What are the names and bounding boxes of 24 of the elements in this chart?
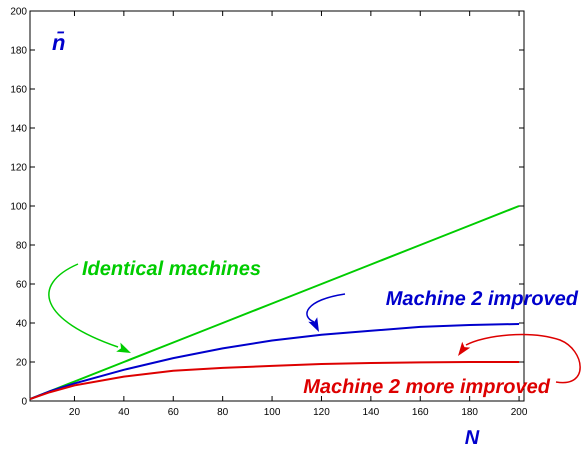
x-tick-label: 20	[68, 407, 80, 418]
y-tick-label: 40	[16, 318, 28, 330]
x-tick-label: 60	[168, 407, 180, 418]
x-tick-label: 40	[118, 407, 130, 418]
y-tick-label: 80	[16, 240, 28, 252]
y-tick-label: 180	[10, 46, 28, 56]
y-tick-label: 200	[10, 6, 28, 18]
x-tick-label: 80	[217, 407, 229, 418]
x-tick-label: 180	[461, 407, 478, 418]
y-tick-label: 100	[10, 202, 28, 212]
y-axis-title: n̄	[52, 30, 66, 55]
y-tick-label: 0	[21, 396, 28, 408]
x-tick-label: 160	[412, 407, 430, 418]
x-tick-label: 200	[510, 407, 528, 418]
x-tick-label: 100	[264, 407, 281, 418]
y-tick-label: 160	[10, 84, 28, 96]
y-tick-label: 140	[10, 124, 28, 134]
x-tick-label: 140	[362, 407, 380, 418]
x-axis-title: N	[464, 427, 480, 449]
y-tick-label: 60	[16, 280, 28, 290]
y-tick-label: 20	[16, 358, 28, 368]
y-tick-label: 120	[10, 162, 28, 174]
x-tick-label: 120	[313, 407, 330, 418]
annotation: Identical machines	[82, 258, 261, 280]
